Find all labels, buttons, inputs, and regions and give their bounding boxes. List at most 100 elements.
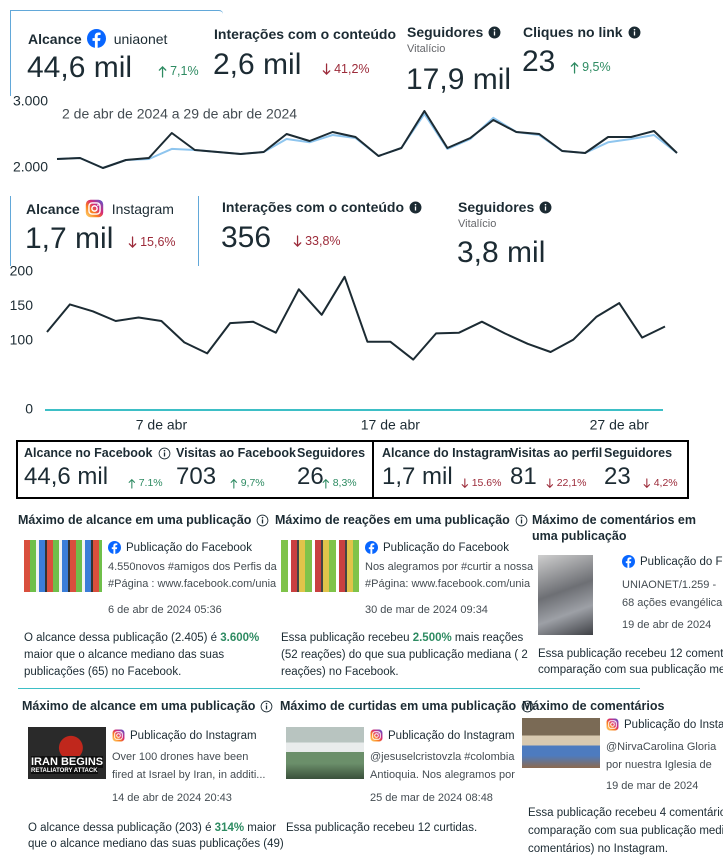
x-tick-label: 17 de abr: [361, 417, 420, 433]
facebook-icon: [365, 541, 378, 554]
info-icon: [409, 201, 422, 213]
post-card: Máximo de alcance em uma publicação IRAN …: [22, 698, 723, 864]
ig-divider: [198, 196, 199, 266]
ig-highlight-border: [10, 196, 11, 266]
icon-shape: [414, 203, 417, 205]
arrow-down: [643, 477, 651, 488]
icon-shape: [608, 720, 617, 729]
icon-shape: [520, 518, 522, 523]
post-summary-line: (52 reações) do que sua publicação media…: [281, 647, 528, 663]
post-source-text: Publicação do Instagram: [624, 718, 723, 731]
metric-label-row: Alcance Instagram: [26, 199, 174, 218]
post-summary-line: comparação com sua publicação mediana: [528, 823, 723, 839]
post-summary-line: maior que o alcance mediano das suas: [24, 647, 224, 663]
arrow-shape: [128, 235, 137, 248]
facebook-icon: [86, 29, 106, 48]
icon-shape: [266, 704, 268, 709]
metric-value: 2,6 mil: [213, 48, 302, 81]
post-summary-line: Essa publicação recebeu 4 comentários: [528, 805, 723, 821]
arrow-down: [546, 477, 554, 488]
summary-value: 26: [297, 463, 324, 490]
change: 7.1%: [128, 477, 163, 489]
arrow-shape: [322, 478, 330, 489]
arrow-up: [570, 61, 579, 74]
change-text: 7,1%: [170, 64, 199, 78]
account-name: uniaonet: [113, 30, 168, 47]
post-source-text: Publicação do Instagram: [388, 729, 515, 742]
post-text: 4.550novos #amigos dos Perfis da: [108, 561, 277, 573]
icon-shape: [111, 543, 118, 554]
info-outline-icon: [521, 700, 534, 712]
metric-label-row: Interações com o conteúdo: [214, 26, 396, 42]
change-text: 15,6%: [140, 235, 176, 249]
series-line: [46, 275, 666, 361]
icon-shape: [544, 203, 547, 205]
post-source: Publicação do Facebook: [622, 555, 723, 568]
icon-shape: [526, 702, 529, 704]
section-divider: [18, 688, 640, 689]
icon-shape: [262, 516, 264, 518]
card-title-row: Máximo de alcance em uma publicação: [18, 512, 269, 528]
change-text: 33,8%: [305, 234, 341, 248]
summary-text: maior que o alcance mediano das suas: [24, 649, 225, 661]
post-thumbnail: [24, 540, 102, 592]
change: 9,5%: [570, 60, 611, 74]
post-summary-line: publicações (65) no Facebook.: [24, 664, 181, 680]
change: 33,8%: [293, 234, 341, 248]
info-icon: [488, 26, 501, 38]
summary-text: Essa publicação recebeu 12 curtidas.: [286, 822, 478, 834]
change: 22,1%: [546, 477, 586, 489]
facebook-icon: [108, 541, 121, 554]
post-text: 68 ações evangélica: [622, 597, 723, 609]
summary-text: Essa publicação recebeu: [281, 632, 413, 644]
metric-label-row: Cliques no link: [523, 24, 641, 40]
metric-label: Alcance: [26, 200, 80, 217]
post-thumbnail: IRAN BEGINS RETALIATORY ATTACK: [28, 727, 106, 779]
arrow-shape: [158, 65, 167, 78]
arrow-up: [128, 478, 136, 489]
change-text: 22,1%: [556, 477, 587, 489]
icon-shape: [378, 732, 380, 734]
metric-label: Seguidores: [604, 446, 673, 460]
post-date: 25 de mar de 2024 08:48: [370, 792, 493, 804]
icon-shape: [414, 205, 417, 210]
metric-label-row: Seguidores: [458, 199, 552, 215]
post-text: @jesuselcristovzla #colombia: [370, 751, 515, 763]
account-name: Instagram: [111, 200, 174, 217]
summary-value: 81: [510, 463, 537, 490]
icon-shape: [372, 731, 381, 740]
icon-shape: [96, 204, 99, 206]
icon-shape: [515, 514, 528, 526]
summary-highlight: 314%: [214, 822, 245, 834]
metric-note: Vitalício: [458, 218, 497, 230]
arrow-down: [293, 234, 302, 247]
metric-label-row: Visitas ao Facebook: [176, 446, 296, 461]
post-summary-line: comparação com sua publicação me: [538, 662, 723, 678]
info-outline-icon: [257, 514, 269, 526]
x-tick-label: 27 de abr: [590, 417, 649, 433]
info-outline-icon: [261, 700, 273, 712]
metric-label-row: Seguidores: [407, 24, 501, 40]
icon-shape: [90, 205, 98, 212]
change: 7,1%: [158, 64, 199, 78]
card-title-row: Máximo de comentários: [522, 698, 664, 714]
summary-text: Essa publicação recebeu 4 comentários: [528, 807, 723, 819]
summary-highlight: 3.600%: [220, 632, 260, 644]
post-source: Publicação do Facebook: [108, 541, 252, 554]
y-tick-label: 2.000: [13, 159, 48, 175]
icon-shape: [527, 704, 529, 709]
metric-label-row: Interações com o conteúdo: [222, 199, 422, 215]
icon-shape: [87, 202, 101, 215]
post-text: #Página: www.facebook.com/unia: [365, 578, 531, 590]
summary-text: comparação com sua publicação mediana: [528, 825, 723, 837]
post-source: Publicação do Instagram: [606, 718, 723, 731]
summary-text: comentários) no Instagram.: [528, 843, 668, 855]
change: 15,6%: [128, 235, 176, 249]
change: 15.6%: [461, 477, 501, 489]
instagram-icon: [370, 729, 383, 742]
change: 4,2%: [643, 477, 678, 489]
change-text: 15.6%: [471, 477, 502, 489]
icon-shape: [545, 205, 547, 210]
x-tick-label: 7 de abr: [136, 417, 188, 433]
summary-text: Essa publicação recebeu 12 comenta: [538, 648, 723, 660]
